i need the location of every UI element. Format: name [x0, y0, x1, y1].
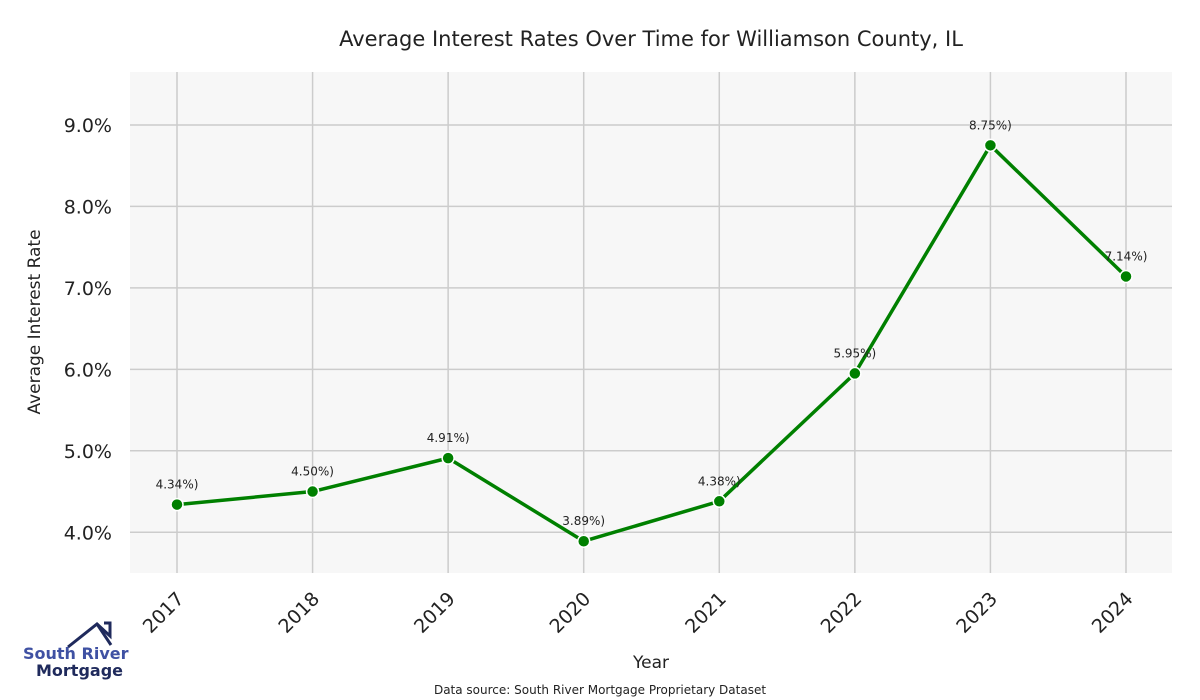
data-point: [305, 484, 320, 499]
data-label: 7.14%): [1105, 249, 1148, 263]
x-tick-label: 2022: [817, 588, 867, 638]
x-tick-label: 2018: [274, 588, 324, 638]
data-point: [170, 497, 184, 512]
data-label: 3.89%): [562, 514, 605, 528]
data-point: [712, 494, 727, 509]
y-tick-label: 9.0%: [64, 115, 112, 137]
data-label: 8.75%): [969, 118, 1012, 132]
data-label: 5.95%): [833, 346, 876, 360]
data-source-note: Data source: South River Mortgage Propri…: [434, 683, 766, 697]
series-line: [176, 143, 1128, 543]
data-point: [1119, 269, 1133, 284]
data-label: 4.91%): [427, 431, 470, 445]
chart-title: Average Interest Rates Over Time for Wil…: [339, 27, 963, 51]
data-point: [576, 534, 591, 548]
x-tick-label: 2021: [681, 588, 731, 638]
data-label: 4.34%): [156, 478, 199, 492]
logo-line1: South River: [23, 644, 129, 663]
x-axis-label: Year: [632, 653, 669, 673]
y-tick-label: 7.0%: [64, 278, 112, 300]
data-point: [983, 138, 998, 153]
x-tick-label: 2019: [410, 588, 460, 638]
data-point: [848, 366, 862, 381]
y-tick-label: 5.0%: [64, 441, 112, 463]
plot-background: [130, 72, 1172, 573]
data-label: 4.50%): [291, 465, 334, 479]
y-tick-label: 8.0%: [64, 196, 112, 218]
house-roof-icon: [67, 621, 112, 649]
y-axis-label: Average Interest Rate: [25, 229, 45, 414]
data-label: 4.38%): [698, 474, 741, 488]
y-tick-label: 6.0%: [64, 359, 112, 381]
logo-line2: Mortgage: [36, 661, 123, 680]
data-point: [441, 451, 455, 465]
x-tick-label: 2023: [952, 588, 1002, 638]
x-tick-label: 2020: [545, 588, 595, 638]
house-roof-edge: [95, 623, 113, 646]
x-tick-label: 2024: [1088, 588, 1138, 638]
south-river-mortgage-logo: South River Mortgage: [23, 621, 129, 680]
x-tick-label: 2017: [139, 588, 189, 638]
y-tick-label: 4.0%: [64, 522, 112, 544]
